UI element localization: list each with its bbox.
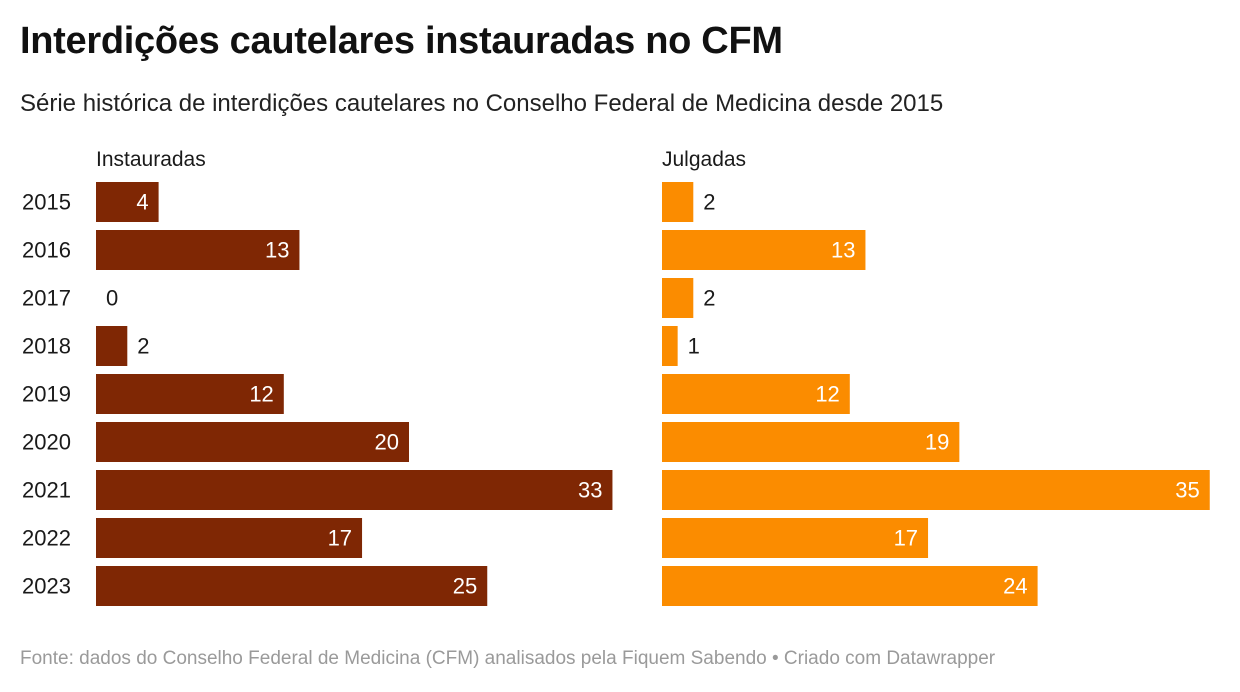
bar [662, 518, 929, 558]
value-label: 12 [249, 382, 273, 407]
year-label: 2023 [22, 574, 71, 599]
value-label: 24 [1003, 574, 1027, 599]
bar [662, 422, 960, 462]
year-label: 2016 [22, 238, 71, 263]
value-label: 20 [375, 430, 399, 455]
bar [96, 566, 488, 606]
value-label: 13 [265, 238, 289, 263]
series-header: Instauradas [96, 148, 206, 171]
value-label: 25 [453, 574, 477, 599]
bar [662, 566, 1038, 606]
value-label: 13 [831, 238, 855, 263]
bar [96, 374, 284, 414]
bar [96, 422, 409, 462]
split-bar-chart: 201520162017201820192020202120222023Inst… [22, 148, 1210, 606]
year-label: 2015 [22, 190, 71, 215]
value-label: 33 [578, 478, 602, 503]
year-label: 2019 [22, 382, 71, 407]
year-label: 2020 [22, 430, 71, 455]
bar [662, 278, 694, 318]
bar [96, 182, 159, 222]
bar [662, 326, 678, 366]
year-label: 2021 [22, 478, 71, 503]
year-label: 2017 [22, 286, 71, 311]
value-label: 2 [703, 286, 715, 311]
source-footer: Fonte: dados do Conselho Federal de Medi… [20, 648, 996, 669]
value-label: 17 [894, 526, 918, 551]
bar [96, 470, 613, 510]
bar [96, 230, 300, 270]
value-label: 19 [925, 430, 949, 455]
bar [662, 374, 850, 414]
value-label: 35 [1175, 478, 1199, 503]
series-header: Julgadas [662, 148, 746, 171]
year-label: 2018 [22, 334, 71, 359]
bar [96, 326, 128, 366]
value-label: 12 [815, 382, 839, 407]
chart-subtitle: Série histórica de interdições cautelare… [20, 90, 944, 117]
value-label: 2 [703, 190, 715, 215]
value-label: 2 [137, 334, 149, 359]
value-label: 17 [328, 526, 352, 551]
year-label: 2022 [22, 526, 71, 551]
value-label: 1 [688, 334, 700, 359]
value-label: 4 [136, 190, 148, 215]
bar [662, 182, 694, 222]
bar [96, 518, 363, 558]
value-label: 0 [106, 286, 118, 311]
chart-title: Interdições cautelares instauradas no CF… [20, 20, 783, 62]
bar [662, 230, 866, 270]
bar [662, 470, 1210, 510]
